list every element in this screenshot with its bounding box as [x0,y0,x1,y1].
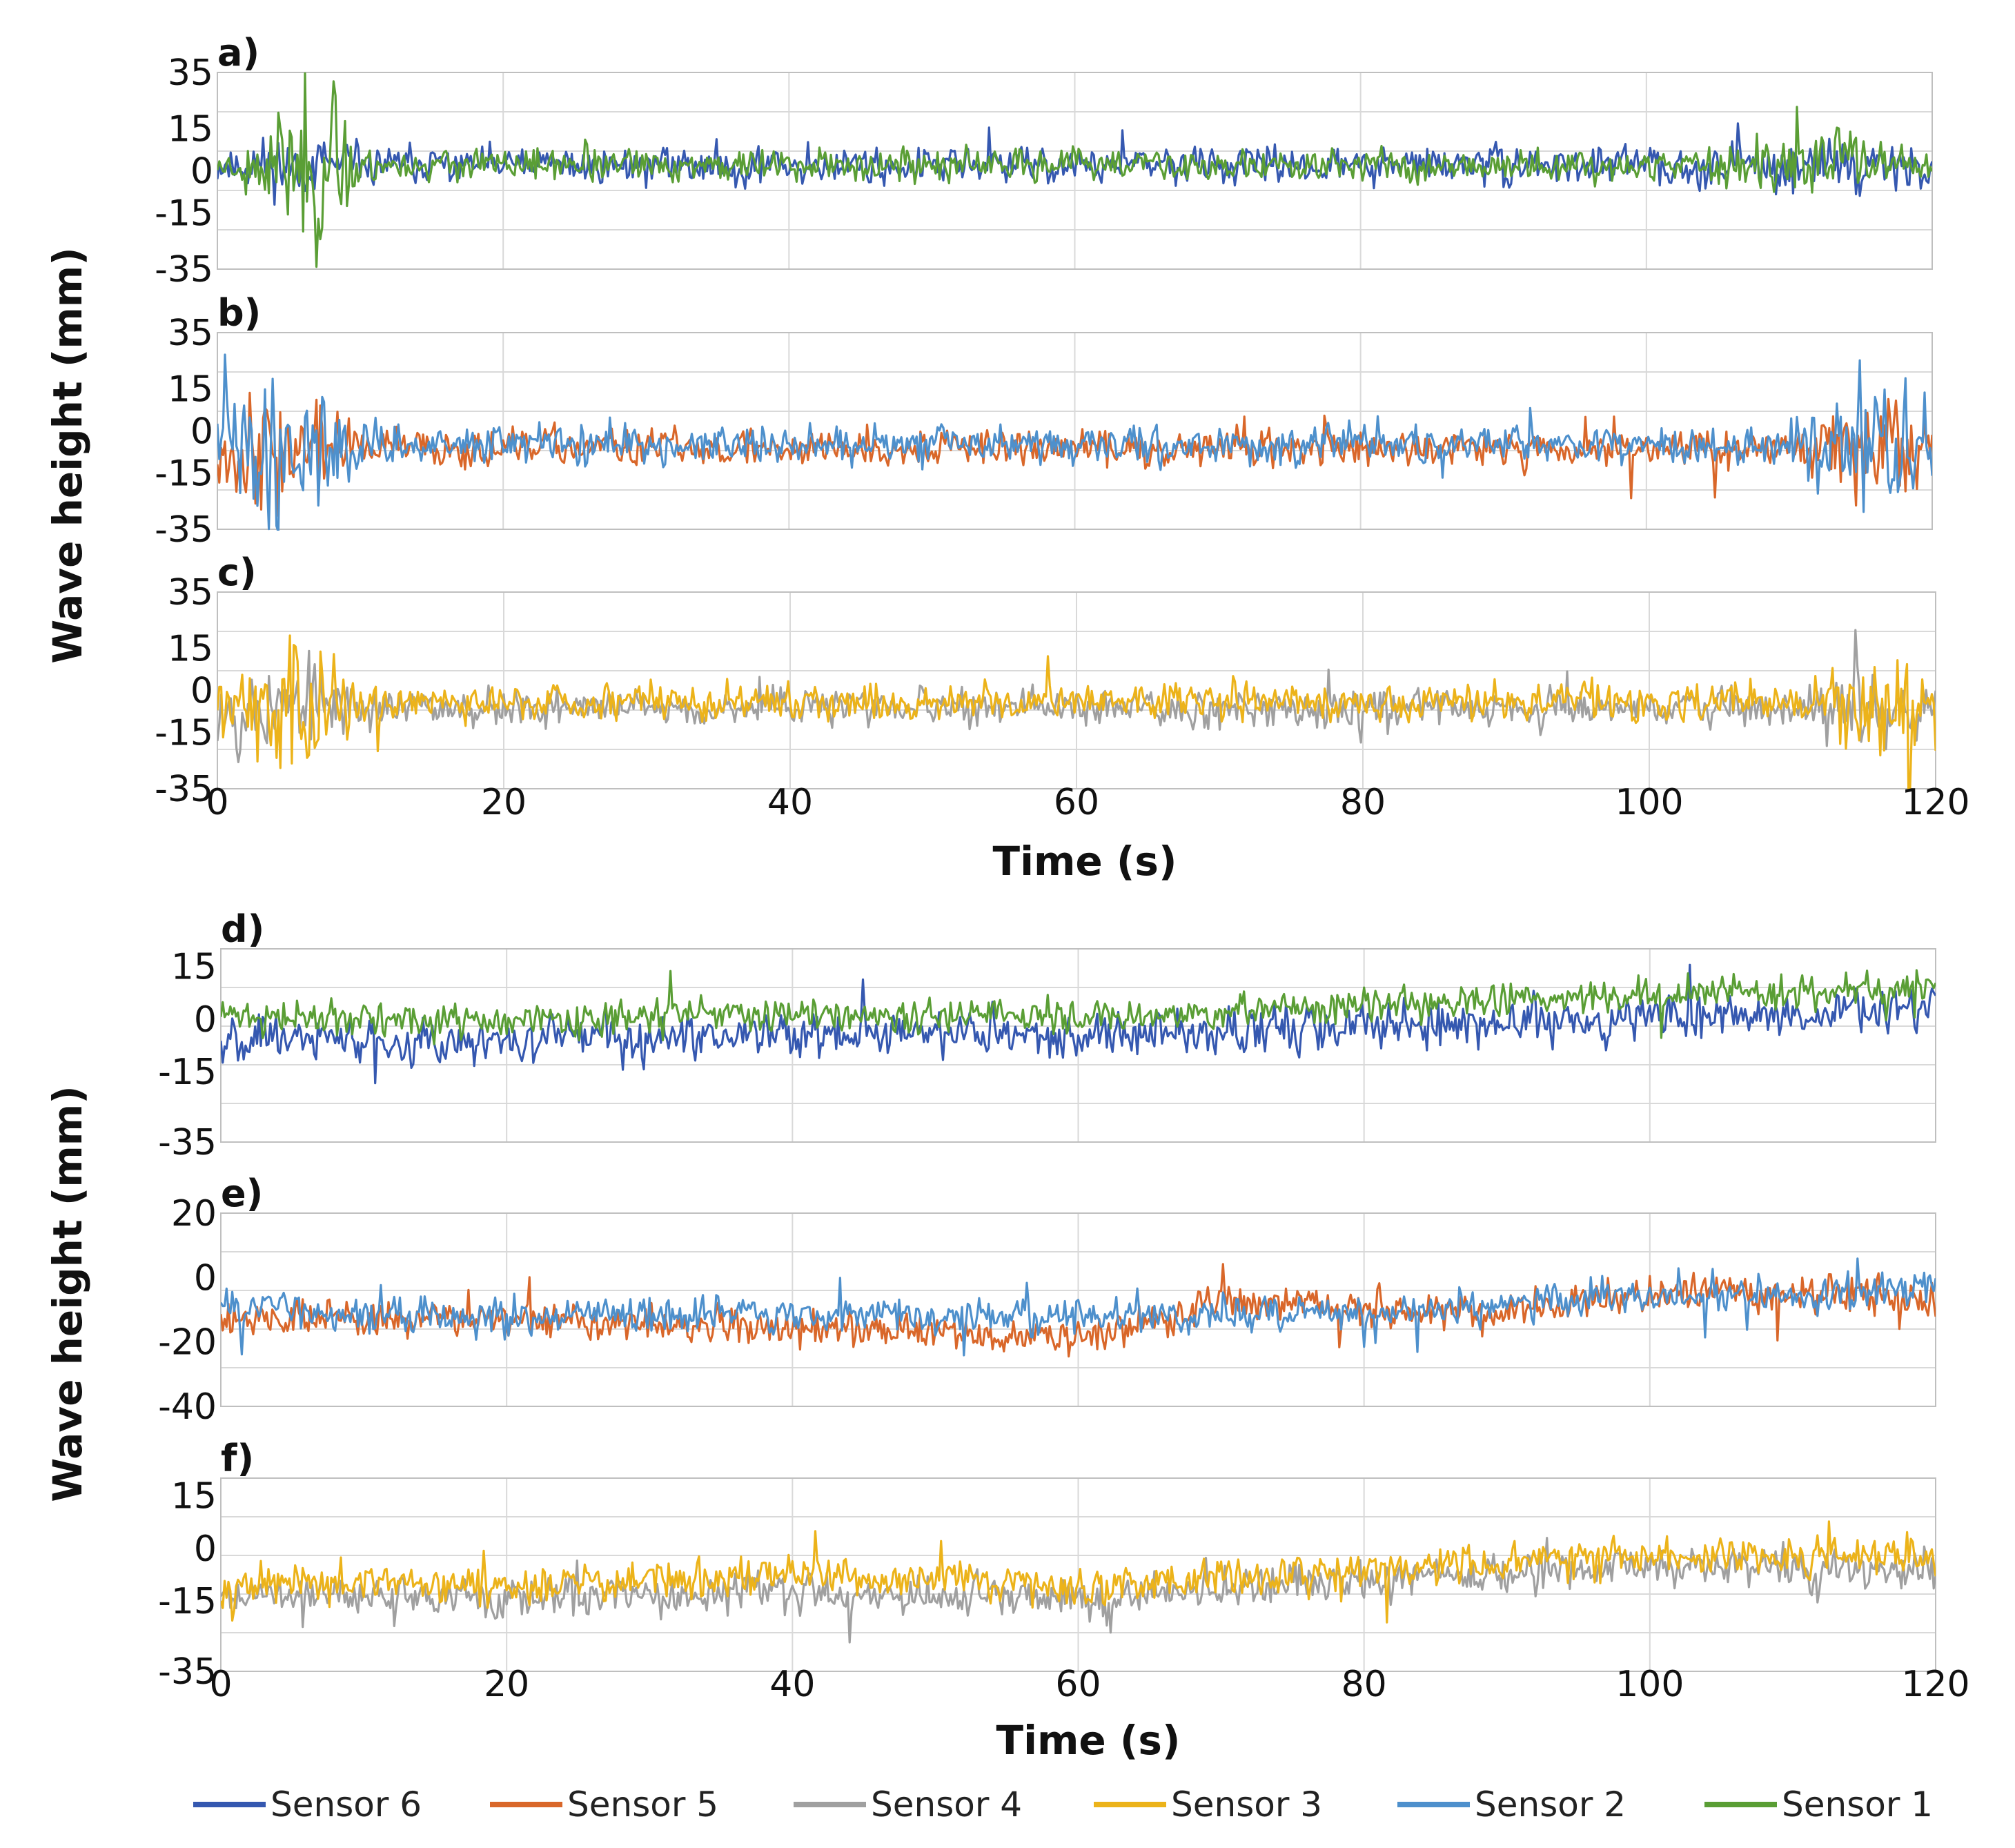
y-tick-label: 15 [168,628,213,669]
x-axis-title-bottom: Time (s) [996,1717,1181,1764]
y-tick-label: 0 [190,671,213,712]
panel-label: b) [217,291,261,335]
y-tick-label: -40 [158,1386,217,1428]
y-tick-label: 0 [194,1257,217,1299]
y-tick-label: -15 [158,1052,217,1093]
panel-d: d)15 0 -15 -35 [158,907,1936,1163]
legend-label: Sensor 1 [1782,1785,1933,1825]
x-tick-label: 20 [484,1664,529,1705]
x-tick-label: 80 [1340,782,1386,823]
x-tick-label: 80 [1341,1664,1387,1705]
x-tick-label: 0 [209,1664,232,1705]
panel-label: a) [217,31,259,75]
legend-label: Sensor 4 [871,1785,1022,1825]
series-sensor-6 [221,963,1936,1085]
y-tick-label: -35 [155,769,213,810]
x-tick-label: 60 [1055,1664,1101,1705]
y-tick-label: 0 [194,999,217,1041]
x-tick-label: 120 [1901,1664,1969,1705]
y-tick-label: -35 [158,1122,217,1163]
y-axis-title-top: Wave height (mm) [44,247,91,664]
y-tick-label: 20 [171,1193,217,1235]
y-axis-title-bottom: Wave height (mm) [44,1085,91,1502]
y-tick-label: -35 [155,509,213,551]
y-tick-label: -35 [158,1651,217,1693]
x-tick-label: 20 [481,782,527,823]
y-tick-label: 0 [190,411,213,453]
series-sensor-3 [217,634,1936,790]
x-tick-label: 0 [206,782,228,823]
series-sensor-3 [221,1520,1936,1624]
panel-f: f)150-15-350 20 40 60 80 100 120 [158,1437,1970,1705]
panels-layer: a)35150-15-35b)35150-15-35c)35150-15-350… [155,31,1970,1705]
y-tick-label: 35 [168,313,213,354]
y-tick-label: -20 [158,1322,217,1364]
panel-e: e)20 0 -20 -40 [158,1172,1936,1428]
y-tick-label: 15 [171,946,217,987]
panel-label: e) [221,1172,263,1215]
series-sensor-1 [221,969,1936,1045]
x-tick-label: 120 [1901,782,1969,823]
series-sensor-4 [217,629,1936,764]
legend-label: Sensor 3 [1171,1785,1322,1825]
x-tick-label: 100 [1615,1664,1684,1705]
legend-label: Sensor 5 [567,1785,718,1825]
series-sensor-2 [217,353,1932,531]
legend-label: Sensor 6 [271,1785,422,1825]
y-tick-label: 15 [168,108,213,150]
panel-b: b)35 150-15 -35 [155,291,1933,551]
x-tick-label: 100 [1615,782,1683,823]
series-sensor-2 [221,1257,1936,1357]
legend-label: Sensor 2 [1475,1785,1626,1825]
y-tick-label: 35 [168,52,213,94]
series-sensor-1 [217,72,1932,268]
panel-label: c) [217,551,257,594]
y-tick-label: 15 [168,368,213,410]
panel-label: d) [221,907,264,951]
x-axis-title-top: Time (s) [993,838,1177,885]
y-tick-label: -35 [155,249,213,291]
x-tick-label: 60 [1054,782,1099,823]
y-tick-label: 35 [168,572,213,613]
y-tick-label: -15 [155,193,213,235]
y-tick-label: -15 [155,453,213,495]
y-tick-label: 0 [190,151,213,193]
x-tick-label: 40 [767,782,813,823]
y-tick-label: 15 [171,1475,217,1517]
panel-a: a)35 150-15 -35 [155,31,1933,291]
y-tick-label: -15 [158,1581,217,1622]
series-sensor-5 [217,391,1932,518]
legend: Sensor 6 Sensor 5 Sensor 4 Sensor 3 Sensor 2… [193,1785,1933,1825]
x-tick-label: 40 [769,1664,815,1705]
series-sensor-5 [221,1263,1936,1358]
y-tick-label: 0 [194,1528,217,1570]
plot-frame [217,591,1936,789]
y-tick-label: -15 [155,713,213,754]
series-sensor-4 [221,1537,1936,1644]
panel-label: f) [221,1437,254,1480]
